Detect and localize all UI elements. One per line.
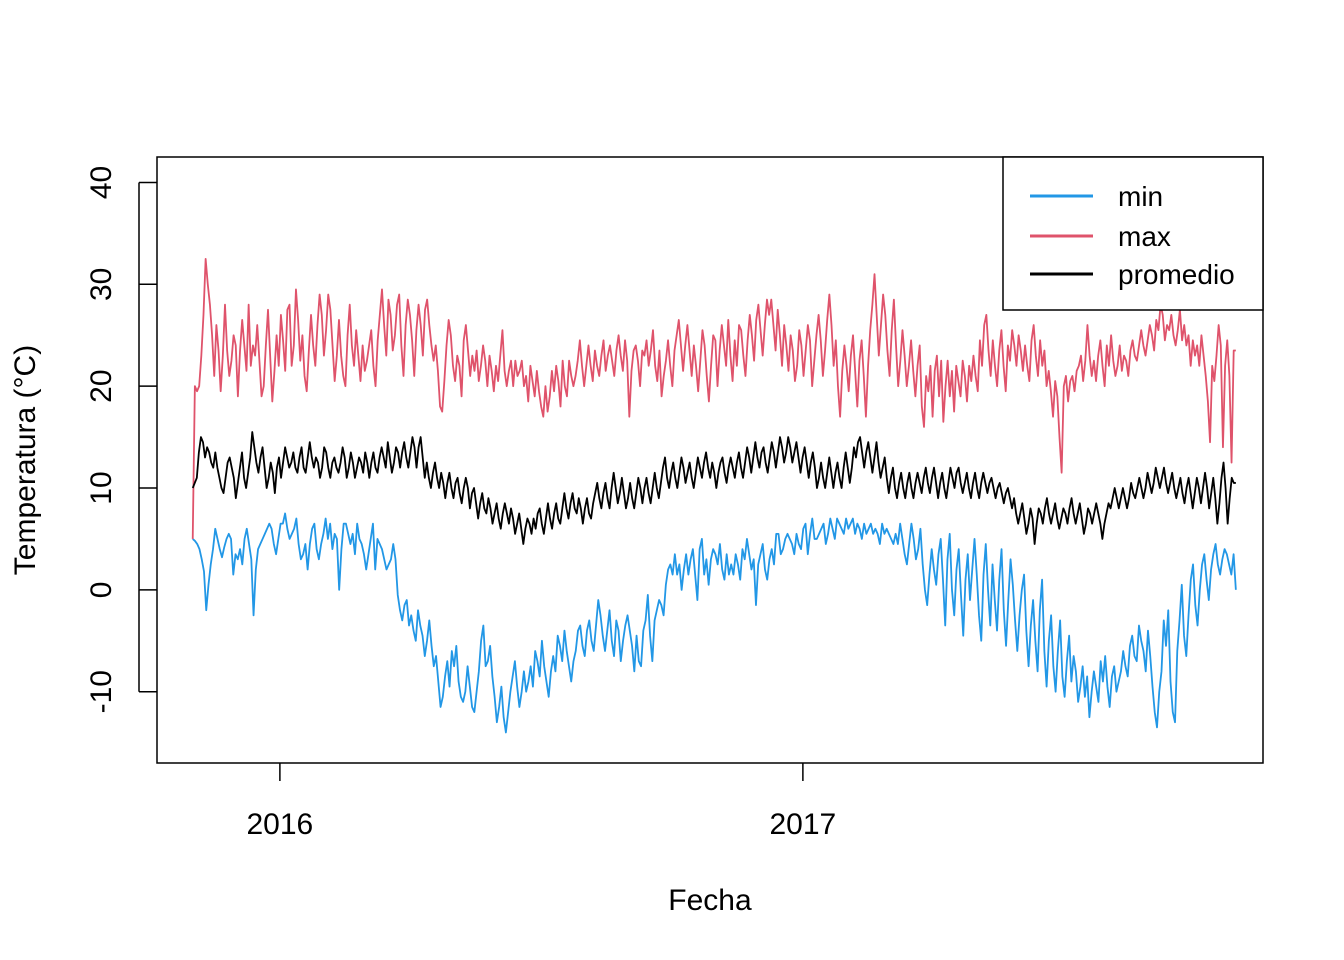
y-axis: -10 0 10 20 30 40 [85,166,157,713]
legend-box [1002,156,1264,311]
x-tick-label-2017: 2017 [770,808,837,841]
y-tick-label-40: 40 [85,166,118,199]
y-tick-label-20: 20 [85,369,118,402]
legend: min max promedio [1002,156,1264,311]
y-tick-label--10: -10 [85,670,118,713]
plot-frame [156,156,1264,764]
series-line-min [192,512,1237,734]
series-layer [191,257,1237,734]
legend-label-promedio: promedio [1118,259,1235,290]
y-tick-label-10: 10 [85,471,118,504]
x-axis: 2016 2017 [247,763,837,841]
y-tick-label-0: 0 [85,582,118,599]
series-line-max [191,257,1236,539]
y-axis-label: Temperatura (°C) [9,345,42,575]
legend-label-max: max [1118,221,1171,252]
legend-label-min: min [1118,181,1163,212]
series-line-promedio [191,431,1236,545]
x-tick-label-2016: 2016 [247,808,314,841]
x-axis-label: Fecha [668,884,752,917]
y-tick-label-30: 30 [85,268,118,301]
